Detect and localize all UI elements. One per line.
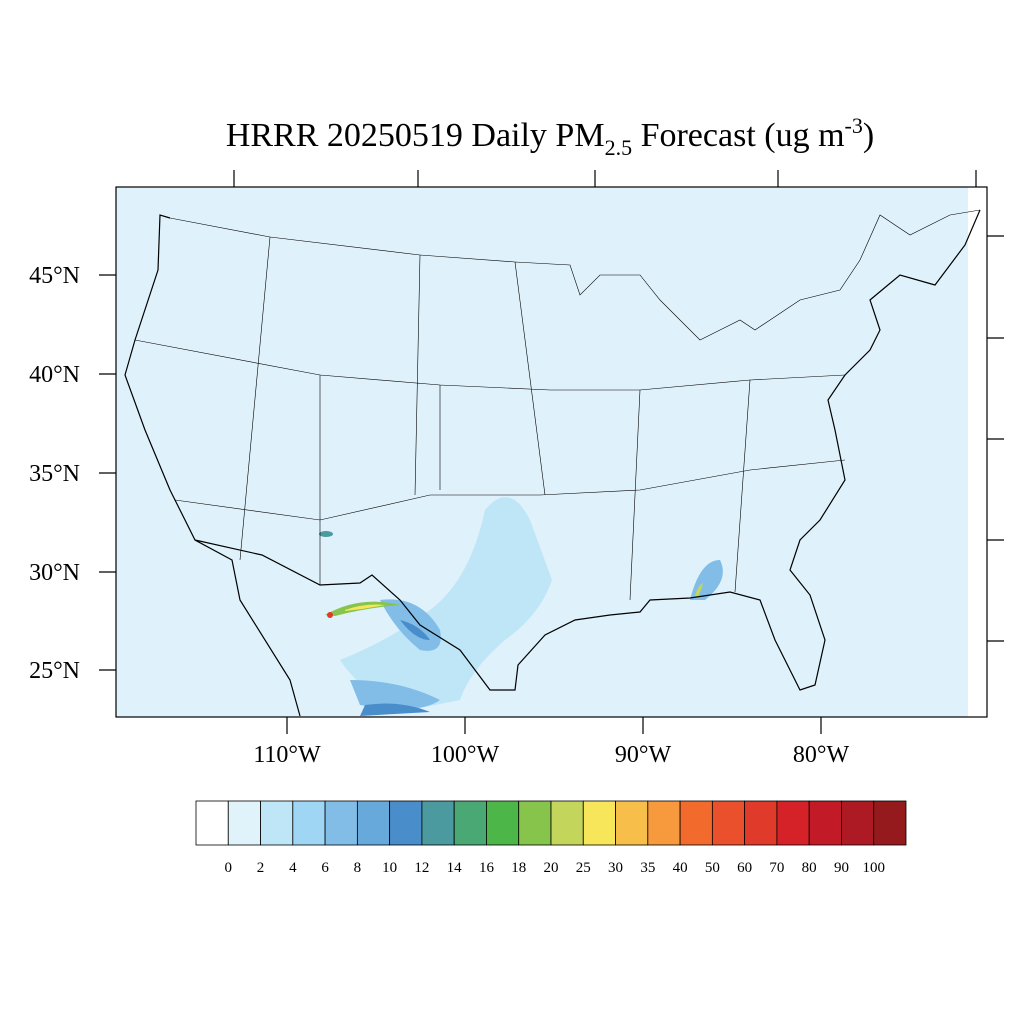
- lat-label: 25°N: [29, 658, 80, 684]
- colorbar-box: [292, 800, 326, 846]
- colorbar-label: 50: [705, 860, 720, 876]
- colorbar-label: 25: [576, 860, 591, 876]
- colorbar-label: 10: [382, 860, 397, 876]
- colorbar-box: [453, 800, 487, 846]
- colorbar-box: [550, 800, 584, 846]
- colorbar-box: [615, 800, 649, 846]
- colorbar-box: [873, 800, 907, 846]
- colorbar-label: 60: [737, 860, 752, 876]
- map: [99, 170, 1004, 734]
- colorbar-box: [647, 800, 681, 846]
- plume-dark: [360, 620, 430, 716]
- lon-label: 80°W: [793, 742, 850, 768]
- plume-east-core: [695, 583, 703, 598]
- colorbar-label: 90: [834, 860, 849, 876]
- colorbar-label: 80: [802, 860, 817, 876]
- colorbar-label: 70: [769, 860, 784, 876]
- plume-fire-core: [345, 604, 385, 611]
- colorbar-label: 16: [479, 860, 495, 876]
- colorbar-label: 40: [673, 860, 688, 876]
- colorbar-label: 0: [225, 860, 233, 876]
- lon-label: 100°W: [431, 742, 500, 768]
- lat-label: 30°N: [29, 560, 80, 586]
- borders: [134, 209, 981, 601]
- lon-label: 90°W: [615, 742, 672, 768]
- colorbar-label: 12: [414, 860, 429, 876]
- colorbar-box: [486, 800, 520, 846]
- map-edge: [968, 187, 987, 717]
- colorbar-box: [421, 800, 455, 846]
- colorbar-label: 35: [640, 860, 655, 876]
- colorbar-label: 18: [511, 860, 526, 876]
- colorbar-label: 14: [447, 860, 463, 876]
- colorbar-label: 20: [544, 860, 559, 876]
- plume-light: [340, 497, 552, 712]
- colorbar-label: 4: [289, 860, 297, 876]
- colorbar-label: 2: [257, 860, 265, 876]
- colorbar-label: 30: [608, 860, 623, 876]
- colorbar-box: [260, 800, 294, 846]
- plume-blue: [350, 599, 441, 709]
- colorbar-box: [808, 800, 842, 846]
- colorbar-box: [324, 800, 358, 846]
- colorbar-box: [711, 800, 746, 846]
- title: HRRR 20250519 Daily PM2.5 Forecast (ug m…: [226, 113, 874, 160]
- colorbar-box: [582, 800, 616, 846]
- colorbar-box: [389, 800, 423, 846]
- colorbar: 0 2 4 6 8 10 12 14 16 18 20 25 30 35 40 50 60 70 80 90 100: [195, 800, 907, 876]
- colorbar-box: [356, 800, 391, 846]
- colorbar-label: 8: [354, 860, 362, 876]
- lon-label: 110°W: [253, 742, 321, 768]
- colorbar-label: 100: [862, 860, 885, 876]
- coastline: [124, 209, 981, 717]
- map-frame: [115, 186, 988, 718]
- lat-label: 35°N: [29, 461, 80, 487]
- colorbar-box: [518, 800, 552, 846]
- colorbar-label: 6: [321, 860, 329, 876]
- lat-label: 45°N: [29, 263, 80, 289]
- colorbar-box: [227, 800, 261, 846]
- plume-small: [319, 531, 333, 537]
- lat-label: 40°N: [29, 362, 80, 388]
- hotspot: [327, 612, 333, 618]
- colorbar-box: [744, 800, 778, 846]
- axis-ticks: [99, 170, 1004, 734]
- colorbar-box: [679, 800, 713, 846]
- colorbar-box: [776, 800, 810, 846]
- map-background: [116, 187, 987, 717]
- colorbar-box: [195, 800, 229, 846]
- colorbar-box: [841, 800, 875, 846]
- axis-labels: 45°N 40°N 35°N 30°N 25°N 110°W 100°W 90°W 80°W: [29, 263, 849, 768]
